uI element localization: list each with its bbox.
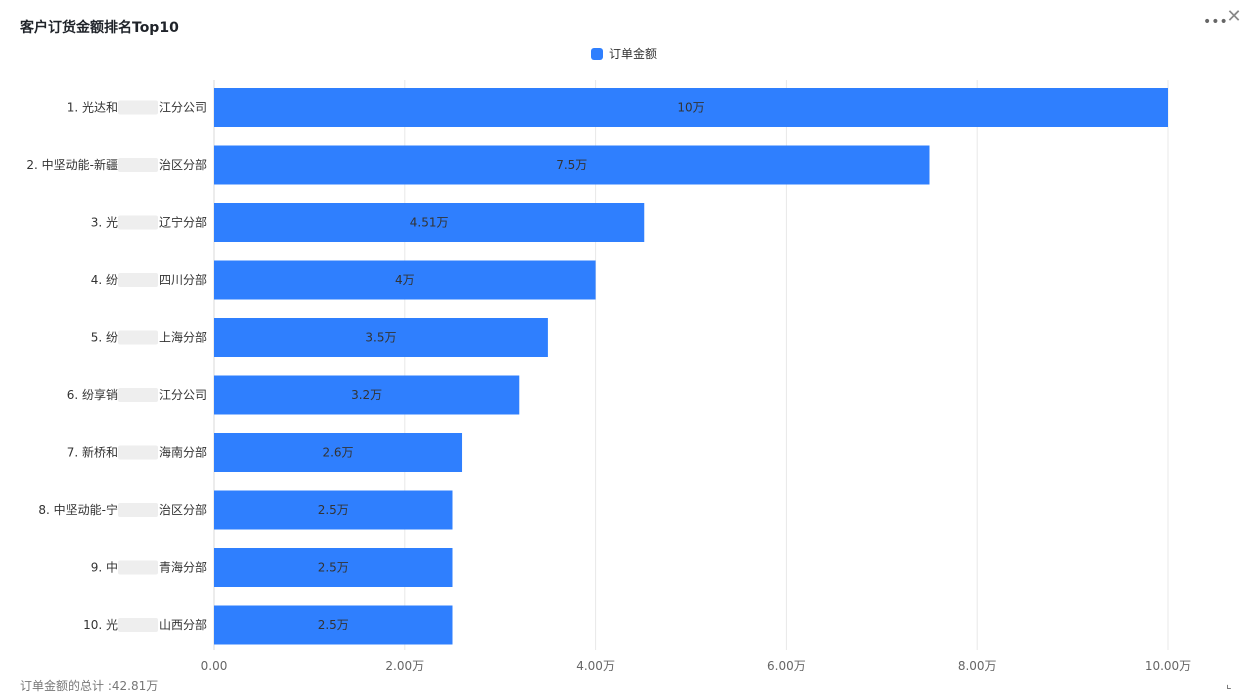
y-tick-label-prefix: 1. 光达和 (67, 101, 118, 115)
redacted-text (118, 503, 158, 517)
data-label: 2.5万 (318, 561, 349, 575)
data-label: 4.51万 (410, 216, 449, 230)
bar (214, 433, 463, 472)
bar (214, 88, 1168, 127)
data-label: 10万 (677, 101, 704, 115)
x-tick-label: 6.00万 (767, 659, 806, 673)
y-tick-label-suffix: 上海分部 (159, 330, 207, 345)
close-icon[interactable]: ✕ (1226, 6, 1242, 27)
redacted-text (118, 100, 158, 115)
y-tick-label-suffix: 江分公司 (159, 388, 207, 402)
y-tick-label-prefix: 10. 光 (83, 618, 118, 632)
redacted-text (118, 273, 158, 287)
bar (214, 605, 453, 645)
redacted-text (118, 445, 158, 460)
chart-title: 客户订货金额排名Top10 (20, 20, 179, 36)
y-tick-label-suffix: 治区分部 (159, 157, 207, 172)
bar (214, 548, 453, 587)
legend-swatch (591, 47, 603, 60)
y-tick-label-prefix: 4. 纷 (91, 273, 118, 287)
redacted-text (118, 560, 158, 575)
y-tick-label-prefix: 8. 中坚动能-宁 (38, 502, 118, 517)
redacted-text (118, 330, 158, 345)
bar (214, 318, 548, 357)
x-tick-label: 4.00万 (576, 659, 615, 673)
y-tick-label-suffix: 海南分部 (159, 445, 207, 460)
y-tick-label-prefix: 2. 中坚动能-新疆 (26, 157, 118, 172)
y-tick-label-prefix: 7. 新桥和 (67, 445, 118, 460)
y-tick-label-prefix: 3. 光 (91, 216, 118, 230)
x-tick-label: 2.00万 (385, 659, 424, 673)
bar (214, 203, 645, 242)
x-tick-label: 0.00 (201, 659, 228, 673)
total-summary: 订单金额的总计 :42.81万 (20, 679, 159, 693)
y-tick-label-prefix: 6. 纷享销 (67, 387, 118, 402)
redacted-text (118, 215, 158, 230)
y-tick-label-suffix: 江分公司 (159, 101, 207, 115)
bar (214, 490, 453, 530)
bar (214, 375, 520, 415)
y-tick-label-suffix: 四川分部 (159, 272, 207, 287)
y-tick-label-suffix: 山西分部 (159, 617, 207, 632)
bar (214, 145, 930, 185)
data-label: 2.6万 (322, 446, 353, 460)
redacted-text (118, 158, 158, 172)
data-label: 3.5万 (365, 331, 396, 345)
data-label: 7.5万 (556, 158, 587, 172)
data-label: 2.5万 (318, 503, 349, 517)
redacted-text (118, 388, 158, 402)
data-label: 3.2万 (351, 388, 382, 402)
x-tick-label: 10.00万 (1145, 659, 1191, 673)
redacted-text (118, 618, 158, 632)
y-tick-label-suffix: 辽宁分部 (159, 215, 207, 230)
y-tick-label-suffix: 治区分部 (159, 502, 207, 517)
y-tick-label-suffix: 青海分部 (159, 560, 207, 575)
data-label: 2.5万 (318, 618, 349, 632)
legend[interactable]: 订单金额 (591, 45, 657, 62)
legend-label: 订单金额 (609, 47, 658, 61)
x-tick-label: 8.00万 (958, 659, 997, 673)
data-label: 4万 (395, 273, 415, 287)
y-tick-label-prefix: 5. 纷 (91, 331, 118, 345)
bar (214, 260, 596, 300)
expand-icon[interactable]: ⌞ (1226, 677, 1232, 691)
y-tick-label-prefix: 9. 中 (91, 560, 118, 575)
